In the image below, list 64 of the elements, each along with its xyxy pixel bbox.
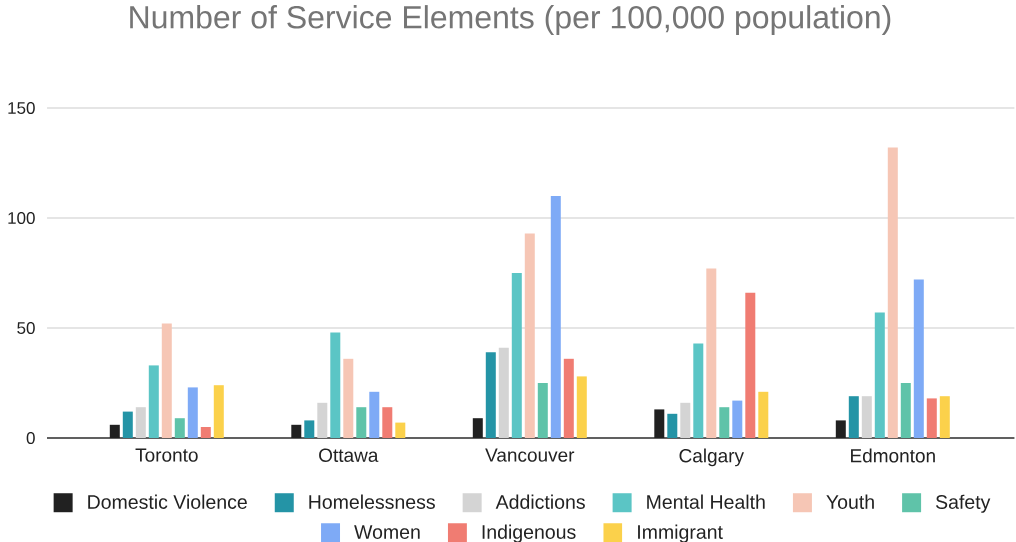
bar (485, 352, 496, 438)
x-tick-label: Calgary (679, 448, 744, 467)
chart-title: Number of Service Elements (per 100,000 population) (130, 5, 891, 35)
legend-label: Women (354, 525, 420, 539)
legend-label: Mental Health (647, 494, 765, 509)
legend-label: Addictions (495, 494, 585, 509)
bar (511, 273, 522, 438)
bar (835, 420, 846, 438)
y-tick-label: 50 (17, 321, 35, 335)
bar (213, 385, 224, 438)
bar (317, 402, 328, 438)
bar (913, 279, 924, 438)
legend-label: Domestic Violence (88, 494, 247, 509)
legend-label: Indigenous (482, 524, 576, 542)
bar (667, 413, 678, 438)
bar (550, 196, 561, 438)
bar (563, 358, 574, 438)
y-tick-label: 0 (26, 431, 35, 445)
bar (187, 387, 198, 438)
bar (200, 427, 211, 438)
bar (758, 391, 769, 438)
bar (861, 396, 872, 438)
bar (395, 422, 406, 438)
bar (330, 332, 341, 438)
bar (369, 391, 380, 438)
bar (576, 376, 587, 438)
y-tick-label: 150 (8, 101, 35, 115)
x-tick-label: Toronto (135, 448, 198, 462)
x-tick-label: Vancouver (485, 448, 575, 462)
bar (719, 407, 730, 438)
bar (356, 407, 367, 438)
bar (926, 398, 937, 438)
bar (939, 396, 950, 438)
bar (304, 420, 315, 438)
legend-label: Immigrant (638, 524, 723, 542)
bar (122, 411, 133, 438)
bar (654, 409, 665, 438)
bar (537, 383, 548, 438)
bar (382, 407, 393, 438)
bar (706, 268, 717, 438)
bar (343, 358, 354, 438)
bar (900, 383, 911, 438)
y-tick-label: 100 (8, 211, 35, 225)
bar (887, 147, 898, 438)
bar (848, 396, 859, 438)
legend-label: Safety (935, 494, 991, 513)
bar (148, 365, 159, 438)
legend-label: Homelessness (309, 494, 435, 509)
bar (732, 400, 743, 438)
legend-label: Youth (826, 494, 874, 509)
bar (109, 424, 120, 438)
bar (291, 424, 302, 438)
bar (174, 418, 185, 438)
bar (472, 418, 483, 438)
bar (693, 343, 704, 438)
bar (498, 347, 509, 438)
bar (524, 233, 535, 438)
bar (874, 312, 885, 438)
x-tick-label: Ottawa (319, 448, 379, 462)
bar (680, 402, 691, 438)
bar (745, 292, 756, 438)
x-tick-label: Edmonton (851, 448, 935, 463)
bar (135, 407, 146, 438)
bar (161, 323, 172, 438)
